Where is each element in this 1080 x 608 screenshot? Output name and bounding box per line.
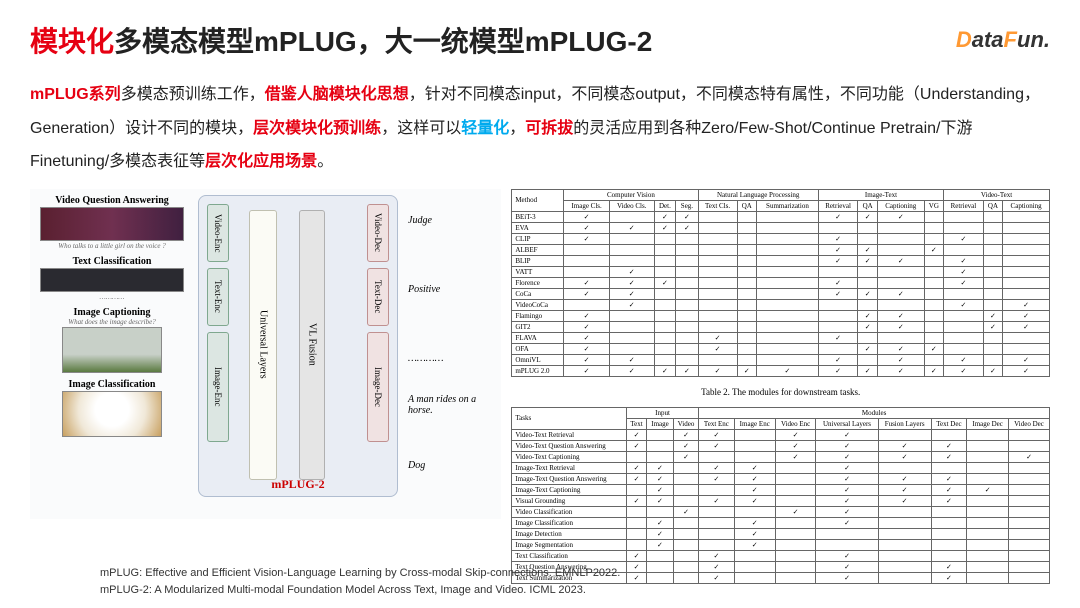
right-panel: MethodComputer VisionNatural Language Pr…	[511, 189, 1050, 584]
ref-2: mPLUG-2: A Modularized Multi-modal Found…	[100, 582, 620, 599]
task-textcls-label: Text Classification	[32, 256, 192, 267]
logo-d: D	[956, 27, 972, 52]
mplug-box: Video-Enc Text-Enc Image-Enc Universal L…	[198, 195, 398, 497]
ref-1: mPLUG: Effective and Efficient Vision-La…	[100, 565, 620, 582]
output-column: Judge Positive ………… A man rides on a hor…	[408, 205, 501, 529]
logo-ata: ata	[972, 27, 1004, 52]
modules-table: TasksInputModulesTextImageVideoText EncI…	[511, 407, 1050, 584]
out-caption: A man rides on a horse.	[408, 394, 501, 416]
universal-layers: Universal Layers	[249, 210, 277, 480]
page-title: 模块化多模态模型mPLUG，大一统模型mPLUG-2	[30, 20, 652, 60]
task-vqa-label: Video Question Answering	[32, 195, 192, 206]
task-vqa: Video Question Answering Who talks to a …	[32, 195, 192, 250]
logo-un: un.	[1017, 27, 1050, 52]
title-red: 模块化	[30, 26, 114, 57]
image-enc: Image-Enc	[207, 332, 229, 442]
title-black: 多模态模型mPLUG，大一统模型mPLUG-2	[114, 26, 652, 57]
text-dec: Text-Dec	[367, 268, 389, 326]
horse-thumb	[62, 327, 162, 373]
task-imgcls: Image Classification	[32, 379, 192, 437]
desc-s4: 层次模块化预训练	[253, 120, 381, 137]
desc-s6: 轻量化	[461, 120, 509, 137]
desc-s1a: mPLUG系列	[30, 86, 121, 103]
desc-s7: ，	[509, 120, 525, 137]
logo-f: F	[1004, 27, 1017, 52]
image-dec: Image-Dec	[367, 332, 389, 442]
desc-s8: 可拆拔	[525, 120, 573, 137]
video-dec: Video-Dec	[367, 204, 389, 262]
video-enc: Video-Enc	[207, 204, 229, 262]
desc-s10: 层次化应用场景	[205, 153, 317, 170]
desc-s5: ，这样可以	[381, 120, 461, 137]
out-dog: Dog	[408, 460, 501, 471]
logo: DataFun.	[956, 27, 1050, 53]
task-caption: Image Captioning What does the image des…	[32, 307, 192, 373]
out-dots: …………	[408, 353, 501, 364]
capability-table: MethodComputer VisionNatural Language Pr…	[511, 189, 1050, 377]
task-dots1: …………	[32, 293, 192, 301]
description: mPLUG系列多模态预训练工作，借鉴人脑模块化思想，针对不同模态input，不同…	[30, 78, 1050, 179]
references: mPLUG: Effective and Efficient Vision-La…	[100, 565, 620, 598]
task-caption-q: What does the image describe?	[32, 318, 192, 326]
desc-s1b: 多模态预训练工作，	[121, 86, 265, 103]
table2-title: Table 2. The modules for downstream task…	[511, 387, 1050, 397]
task-textcls: Text Classification …………	[32, 256, 192, 301]
task-column: Video Question Answering Who talks to a …	[32, 195, 192, 443]
dog-thumb	[62, 391, 162, 437]
text-thumb	[40, 268, 184, 292]
slide: 模块化多模态模型mPLUG，大一统模型mPLUG-2 DataFun. mPLU…	[0, 0, 1080, 594]
left-panel: Video Question Answering Who talks to a …	[30, 189, 501, 584]
text-enc: Text-Enc	[207, 268, 229, 326]
architecture-diagram: Video Question Answering Who talks to a …	[30, 189, 501, 519]
video-thumb	[40, 207, 184, 241]
mplug-label: mPLUG-2	[199, 477, 397, 492]
decoder-column: Video-Dec Text-Dec Image-Dec	[367, 204, 389, 448]
desc-s2: 借鉴人脑模块化思想	[265, 86, 409, 103]
out-positive: Positive	[408, 284, 501, 295]
task-vqa-q: Who talks to a little girl on the voice …	[32, 242, 192, 250]
vl-fusion: VL Fusion	[299, 210, 325, 480]
task-caption-label: Image Captioning	[32, 307, 192, 318]
task-imgcls-label: Image Classification	[32, 379, 192, 390]
encoder-column: Video-Enc Text-Enc Image-Enc	[207, 204, 229, 448]
desc-s11: 。	[317, 153, 333, 170]
content-row: Video Question Answering Who talks to a …	[30, 189, 1050, 584]
title-row: 模块化多模态模型mPLUG，大一统模型mPLUG-2 DataFun.	[30, 20, 1050, 60]
out-judge: Judge	[408, 215, 501, 226]
